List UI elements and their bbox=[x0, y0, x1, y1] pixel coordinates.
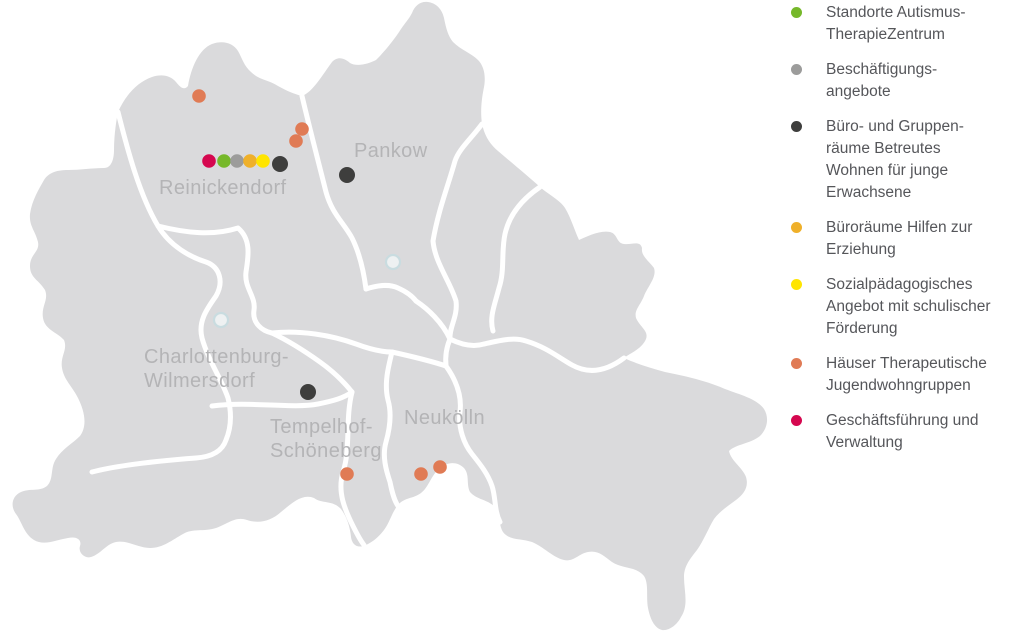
legend-item-geschaeftsfuehrung: Geschäftsführung und Verwaltung bbox=[791, 410, 1023, 454]
map-marker-beschaeftigungsangebote[interactable] bbox=[230, 154, 244, 168]
legend-item-bueroraeume-hilfen: Büroräume Hilfen zur Erziehung bbox=[791, 217, 1023, 261]
legend-item-haeuser-jugendwohngruppen: Häuser Therapeutische Jugendwohngruppen bbox=[791, 353, 1023, 397]
legend-dot-icon bbox=[791, 358, 802, 369]
map-outline bbox=[12, 1, 768, 631]
map-ring-marker[interactable] bbox=[212, 311, 230, 329]
berlin-district-map: Reinickendorf Pankow Charlottenburg- Wilme… bbox=[12, 1, 768, 631]
legend-item-autismus-therapiezentrum: Standorte Autismus- TherapieZentrum bbox=[791, 2, 1023, 46]
map-marker-autismus-therapiezentrum[interactable] bbox=[217, 154, 231, 168]
legend-dot-icon bbox=[791, 222, 802, 233]
legend-item-buero-gruppenraeume: Büro- und Gruppen-räume Betreutes Wohnen … bbox=[791, 116, 1023, 204]
map-canvas bbox=[12, 1, 768, 631]
legend-label: Häuser Therapeutische Jugendwohngruppen bbox=[826, 355, 987, 394]
legend-label: Büro- und Gruppen-räume Betreutes Wohnen … bbox=[826, 118, 964, 201]
legend-dot-icon bbox=[791, 415, 802, 426]
map-marker-haeuser-jugendwohngruppen[interactable] bbox=[414, 467, 428, 481]
legend-label: Büroräume Hilfen zur Erziehung bbox=[826, 219, 973, 258]
legend-dot-icon bbox=[791, 64, 802, 75]
map-ring-marker[interactable] bbox=[384, 253, 402, 271]
legend-label: Geschäftsführung und Verwaltung bbox=[826, 412, 979, 451]
legend-label: Beschäftigungs-angebote bbox=[826, 61, 938, 100]
legend-dot-icon bbox=[791, 279, 802, 290]
map-marker-geschaeftsfuehrung[interactable] bbox=[202, 154, 216, 168]
legend-dot-icon bbox=[791, 7, 802, 18]
map-legend: Standorte Autismus- TherapieZentrum Beschä… bbox=[791, 2, 1023, 467]
legend-dot-icon bbox=[791, 121, 802, 132]
legend-item-sozialpaedagogisches-angebot: Sozialpädagogisches Angebot mit schulisch… bbox=[791, 274, 1023, 340]
map-marker-haeuser-jugendwohngruppen[interactable] bbox=[289, 134, 303, 148]
map-marker-haeuser-jugendwohngruppen[interactable] bbox=[192, 89, 206, 103]
map-marker-buero-gruppenraeume[interactable] bbox=[272, 156, 288, 172]
map-marker-haeuser-jugendwohngruppen[interactable] bbox=[433, 460, 447, 474]
map-marker-buero-gruppenraeume[interactable] bbox=[339, 167, 355, 183]
district-borders bbox=[89, 93, 627, 548]
legend-item-beschaeftigungsangebote: Beschäftigungs-angebote bbox=[791, 59, 1023, 103]
legend-label: Sozialpädagogisches Angebot mit schulisch… bbox=[826, 276, 991, 337]
legend-label: Standorte Autismus- TherapieZentrum bbox=[826, 4, 966, 43]
map-marker-haeuser-jugendwohngruppen[interactable] bbox=[295, 122, 309, 136]
map-marker-sozialpaedagogisches-angebot[interactable] bbox=[256, 154, 270, 168]
map-marker-bueroraeume-hilfen[interactable] bbox=[243, 154, 257, 168]
map-marker-haeuser-jugendwohngruppen[interactable] bbox=[340, 467, 354, 481]
map-marker-buero-gruppenraeume[interactable] bbox=[300, 384, 316, 400]
